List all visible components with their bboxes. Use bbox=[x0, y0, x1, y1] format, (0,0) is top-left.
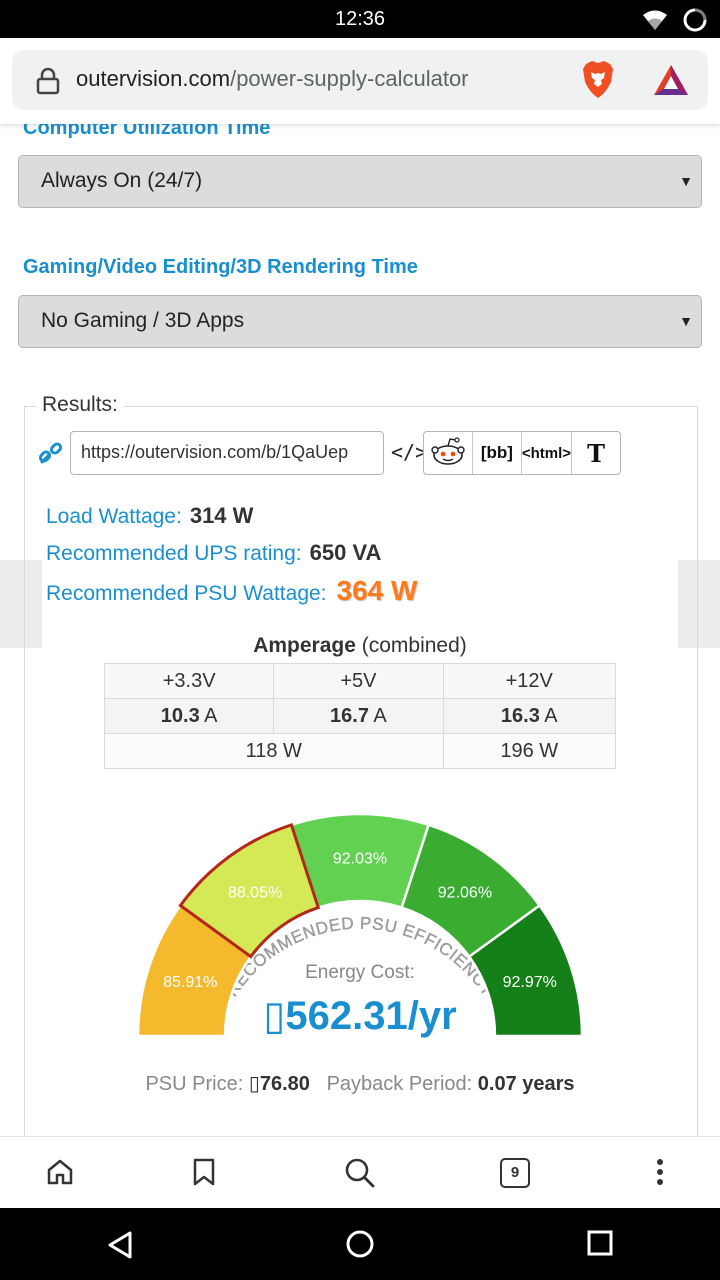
lock-icon bbox=[36, 67, 60, 100]
url-domain: outervision.com bbox=[76, 66, 231, 91]
rail-amps-cell: 16.7 A bbox=[273, 698, 444, 734]
gauge-segment-label: 88.05% bbox=[228, 885, 282, 902]
amperage-title: Amperage (combined) bbox=[0, 634, 720, 658]
amperage-table: +3.3V +5V +12V 10.3 A 16.7 A 16.3 A 118 … bbox=[103, 663, 617, 769]
home-nav-icon[interactable] bbox=[345, 1229, 375, 1264]
loading-ring-icon bbox=[682, 7, 708, 38]
psu-wattage-value: 364 W bbox=[336, 575, 418, 606]
gaming-time-select[interactable]: No Gaming / 3D Apps ▼ bbox=[18, 295, 702, 348]
dropdown-arrow-icon: ▼ bbox=[679, 173, 693, 189]
psu-price-label: PSU Price: bbox=[145, 1073, 244, 1095]
bat-rewards-icon[interactable] bbox=[652, 62, 690, 103]
utilization-select-value: Always On (24/7) bbox=[41, 169, 203, 192]
gauge-segments bbox=[136, 812, 584, 1038]
share-button-group: [bb] <html> T bbox=[423, 431, 621, 475]
search-icon[interactable] bbox=[344, 1157, 376, 1194]
psu-price-value: ▯76.80 bbox=[248, 1073, 310, 1095]
brave-shield-icon[interactable] bbox=[580, 60, 616, 105]
table-row: 118 W 196 W bbox=[104, 733, 617, 769]
payback-value: 0.07 years bbox=[477, 1073, 575, 1095]
psu-wattage-row: Recommended PSU Wattage: 364 W bbox=[46, 575, 417, 607]
rail-amps-cell: 16.3 A bbox=[442, 698, 617, 734]
url-bar[interactable]: outervision.com/power-supply-calculator bbox=[12, 50, 708, 110]
reddit-share-button[interactable] bbox=[424, 432, 473, 474]
url-path: /power-supply-calculator bbox=[230, 66, 469, 91]
gauge-segment bbox=[178, 822, 321, 959]
gauge-labels: 85.91% 88.05% 92.03% 92.06% 92.97% bbox=[163, 851, 557, 991]
load-wattage-value: 314 W bbox=[189, 503, 254, 528]
url-text[interactable]: outervision.com/power-supply-calculator bbox=[76, 66, 469, 92]
utilization-select[interactable]: Always On (24/7) ▼ bbox=[18, 155, 702, 208]
ups-rating-label: Recommended UPS rating: bbox=[46, 542, 302, 565]
recents-icon[interactable] bbox=[587, 1230, 613, 1261]
share-url-input[interactable]: https://outervision.com/b/1QaUep bbox=[70, 431, 384, 475]
gauge-segment-label: 92.97% bbox=[503, 974, 557, 991]
browser-url-area: outervision.com/power-supply-calculator bbox=[0, 38, 720, 124]
load-wattage-label: Load Wattage: bbox=[46, 505, 182, 528]
bookmark-icon[interactable] bbox=[190, 1157, 218, 1192]
ups-rating-value: 650 VA bbox=[309, 540, 382, 565]
dropdown-arrow-icon: ▼ bbox=[679, 313, 693, 329]
combined-watts-cell: 118 W bbox=[104, 733, 444, 769]
energy-cost-amount: 562.31/yr bbox=[285, 994, 457, 1038]
amperage-title-rest: (combined) bbox=[355, 634, 467, 657]
results-legend: Results: bbox=[36, 393, 124, 417]
currency-glyph: ▯ bbox=[263, 994, 286, 1038]
right-side-tab[interactable] bbox=[678, 560, 720, 648]
text-share-button[interactable]: T bbox=[587, 438, 605, 468]
efficiency-gauge: RECOMMENDED PSU EFFICIENCY 85.91%88.05%9… bbox=[136, 812, 584, 1038]
psu-wattage-label: Recommended PSU Wattage: bbox=[46, 582, 327, 605]
reddit-icon bbox=[431, 436, 465, 471]
link-icon bbox=[38, 440, 64, 471]
wifi-icon bbox=[642, 9, 668, 36]
energy-cost-label: Energy Cost: bbox=[305, 962, 415, 983]
table-row: 10.3 A 16.7 A 16.3 A bbox=[103, 698, 617, 734]
home-icon[interactable] bbox=[45, 1157, 75, 1192]
status-bar: 12:36 bbox=[0, 0, 720, 38]
gauge-segment-label: 92.03% bbox=[333, 851, 387, 868]
embed-code-icon[interactable]: </> bbox=[391, 440, 428, 464]
android-nav-bar bbox=[0, 1208, 720, 1280]
status-icons bbox=[642, 7, 708, 38]
back-icon[interactable] bbox=[106, 1230, 134, 1265]
gauge-segment-label: 85.91% bbox=[163, 974, 217, 991]
energy-cost-value: ▯562.31/yr bbox=[0, 993, 720, 1039]
rail-name-cell: +5V bbox=[273, 663, 444, 699]
rail-name-cell: +3.3V bbox=[103, 663, 275, 699]
gaming-select-value: No Gaming / 3D Apps bbox=[41, 309, 245, 332]
html-share-button[interactable]: <html> bbox=[522, 432, 573, 474]
status-time: 12:36 bbox=[334, 8, 386, 30]
amperage-title-bold: Amperage bbox=[253, 634, 356, 657]
ups-rating-row: Recommended UPS rating: 650 VA bbox=[46, 540, 381, 566]
gaming-time-label: Gaming/Video Editing/3D Rendering Time bbox=[23, 256, 418, 278]
psu-price-payback: PSU Price: ▯76.80 Payback Period: 0.07 y… bbox=[0, 1071, 720, 1096]
browser-toolbar: 9 bbox=[0, 1136, 720, 1208]
rail-amps-cell: 10.3 A bbox=[103, 698, 275, 734]
more-menu-icon[interactable] bbox=[650, 1157, 670, 1192]
table-row: +3.3V +5V +12V bbox=[103, 663, 617, 699]
bbcode-share-button[interactable]: [bb] bbox=[473, 432, 522, 474]
payback-label: Payback Period: bbox=[326, 1073, 473, 1095]
gauge-segment bbox=[467, 903, 584, 1038]
left-side-tab[interactable] bbox=[0, 560, 42, 648]
results-panel bbox=[24, 406, 698, 1166]
watts-12v-cell: 196 W bbox=[442, 733, 617, 769]
rail-name-cell: +12V bbox=[442, 663, 617, 699]
tab-switcher-button[interactable]: 9 bbox=[500, 1158, 530, 1188]
load-wattage-row: Load Wattage: 314 W bbox=[46, 503, 253, 529]
gauge-segment-label: 92.06% bbox=[438, 885, 492, 902]
